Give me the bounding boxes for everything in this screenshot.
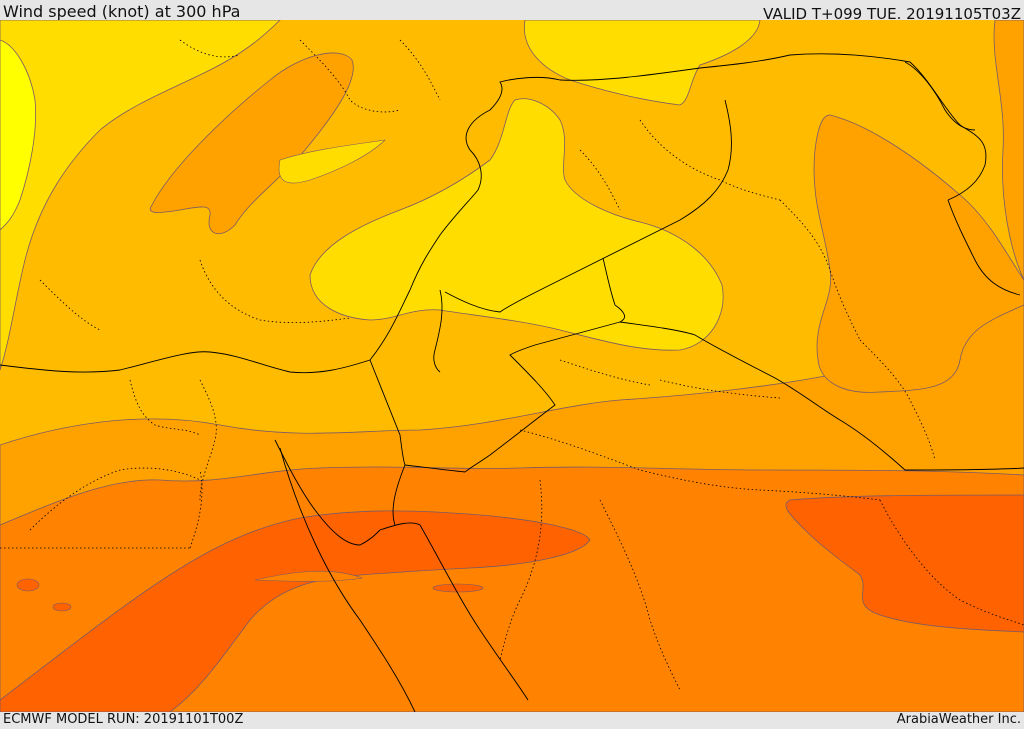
map-title: Wind speed (knot) at 300 hPa [3,2,241,21]
province-boundaries [0,39,1024,691]
band-deep-orange-blob [16,578,40,592]
credit-label: ArabiaWeather Inc. [896,712,1021,727]
band-pale-north [523,20,761,106]
band-orange-ne [813,114,1024,393]
band-orange-edge [993,20,1024,281]
valid-time-label: VALID T+099 TUE. 20191105T03Z [763,5,1021,23]
band-pale-levant [309,98,724,351]
band-deep-orange-blob [52,602,72,612]
wind-speed-map [0,20,1024,712]
band-red-orange-sw [0,510,591,712]
country-borders [0,53,1024,712]
band-pale-cyprus [278,139,386,184]
band-pale-west [0,20,281,371]
band-deep-orange [0,466,1024,712]
model-run-label: ECMWF MODEL RUN: 20191101T00Z [3,712,244,727]
band-deep-orange-channel [254,570,364,582]
band-red-orange-blob [432,583,484,593]
band-yellow [0,39,36,231]
band-red-orange-e [785,494,1024,633]
